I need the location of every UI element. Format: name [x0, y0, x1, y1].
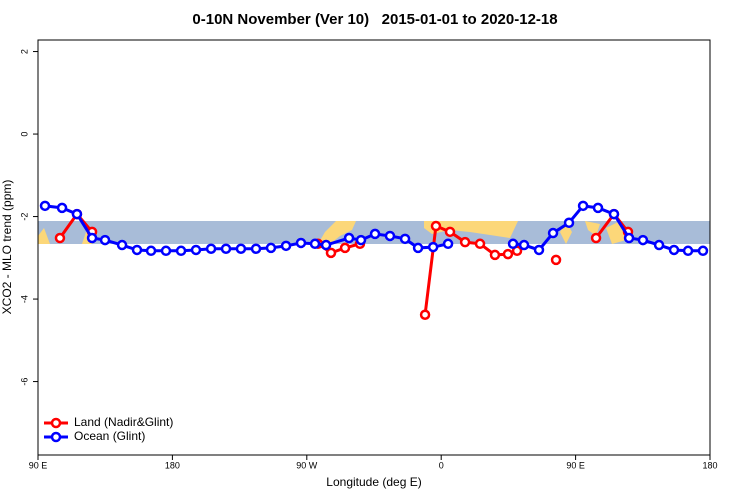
point — [355, 234, 367, 246]
point — [502, 248, 514, 260]
x-tick-label: 0 — [439, 460, 444, 470]
point — [412, 242, 424, 254]
point — [71, 208, 83, 220]
y-tick-label: -4 — [19, 295, 29, 303]
point — [533, 244, 545, 256]
point — [518, 239, 530, 251]
point — [507, 238, 519, 250]
point — [590, 232, 602, 244]
x-axis-label: Longitude (deg E) — [326, 475, 421, 489]
point — [577, 200, 589, 212]
y-tick-label: -2 — [19, 213, 29, 221]
point — [145, 245, 157, 257]
land-patch — [424, 221, 518, 238]
point — [190, 244, 202, 256]
y-tick-label: 0 — [19, 132, 29, 137]
point — [444, 226, 456, 238]
legend-label: Ocean (Glint) — [74, 429, 145, 443]
point — [637, 234, 649, 246]
legend-marker — [50, 417, 62, 429]
point — [550, 254, 562, 266]
point — [309, 238, 321, 250]
point — [608, 208, 620, 220]
point — [489, 249, 501, 261]
plot-frame — [37, 39, 711, 456]
point — [592, 202, 604, 214]
point — [369, 228, 381, 240]
y-axis-label: XCO2 - MLO trend (ppm) — [0, 180, 14, 315]
point — [56, 202, 68, 214]
point — [697, 245, 709, 257]
x-tick-label: 90 E — [566, 460, 585, 470]
land-patch — [38, 228, 50, 244]
x-tick-label: 180 — [702, 460, 717, 470]
point — [175, 245, 187, 257]
point — [320, 239, 332, 251]
point — [459, 236, 471, 248]
land-patch — [585, 221, 600, 236]
chart-title: 0-10N November (Ver 10) 2015-01-01 to 20… — [192, 11, 557, 28]
point — [235, 243, 247, 254]
point — [547, 227, 559, 239]
point — [280, 240, 292, 252]
point — [99, 234, 111, 246]
point — [427, 241, 439, 253]
point — [160, 245, 172, 257]
point — [265, 242, 277, 254]
x-tick-label: 90 W — [296, 460, 318, 470]
point — [343, 232, 355, 244]
point — [419, 309, 431, 320]
legend-marker — [50, 431, 62, 443]
land-patch — [318, 221, 356, 244]
point — [295, 237, 307, 249]
y-tick-label: 2 — [19, 49, 29, 54]
point — [682, 245, 694, 257]
point — [250, 243, 262, 254]
point — [563, 217, 575, 228]
point — [54, 232, 66, 244]
x-tick-label: 90 E — [29, 460, 48, 470]
point — [325, 247, 337, 259]
point — [442, 238, 454, 250]
point — [220, 243, 232, 254]
point — [384, 230, 396, 242]
point — [116, 239, 128, 251]
point — [86, 232, 98, 244]
point — [474, 238, 486, 250]
point — [668, 244, 680, 256]
x-tick-label: 180 — [165, 460, 180, 470]
point — [339, 242, 351, 254]
point — [131, 244, 143, 256]
point — [623, 232, 635, 244]
point — [399, 233, 411, 245]
y-tick-label: -6 — [19, 378, 29, 386]
point — [205, 243, 217, 254]
point — [430, 220, 442, 232]
point — [653, 239, 665, 251]
point — [39, 200, 51, 212]
legend-label: Land (Nadir&Glint) — [74, 415, 173, 429]
